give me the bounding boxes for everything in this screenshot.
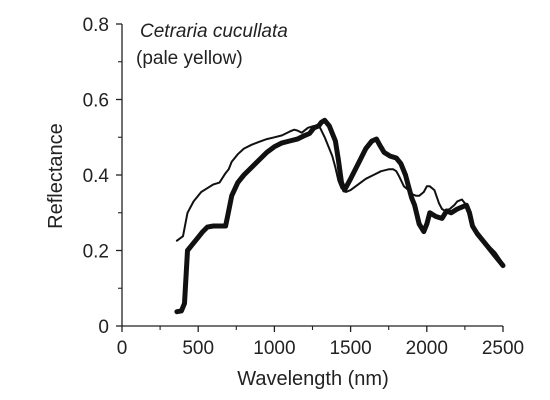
- x-tick-label: 1000: [253, 338, 295, 359]
- chart-lines: [174, 117, 506, 315]
- x-tick-label: 1500: [329, 338, 371, 359]
- x-tick-label: 2000: [406, 338, 448, 359]
- x-axis-title: Wavelength (nm): [237, 368, 389, 390]
- x-tick-label: 2500: [482, 338, 524, 359]
- chart-axes: [121, 24, 503, 327]
- y-tick-label: 0.6: [83, 91, 109, 112]
- x-tick-label: 500: [182, 338, 214, 359]
- chart-ticks: 0 0.2 0.4 0.6 0.8 0 500 1000 1500 2000 2500: [83, 15, 525, 359]
- annotation-species: Cetraria cucullata: [140, 21, 288, 42]
- series-line-thin: [175, 124, 504, 265]
- y-tick-label: 0.2: [83, 242, 109, 263]
- x-tick-label: 0: [117, 338, 128, 359]
- annotation-color-note: (pale yellow): [136, 48, 243, 69]
- y-tick-label: 0.8: [83, 15, 109, 36]
- y-tick-label: 0.4: [83, 166, 110, 187]
- y-axis-title: Reflectance: [45, 123, 67, 229]
- y-tick-label: 0: [98, 317, 109, 338]
- series-line-thick: [174, 117, 506, 315]
